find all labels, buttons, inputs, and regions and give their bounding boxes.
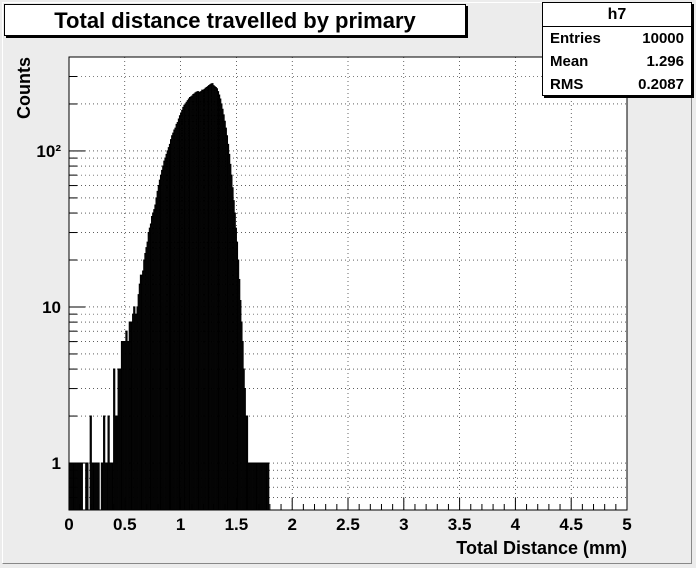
stats-histogram-name: h7 bbox=[543, 3, 691, 27]
y-tick-label: 1 bbox=[52, 454, 61, 473]
title-box: Total distance travelled by primary bbox=[4, 4, 466, 36]
stats-value: 1.296 bbox=[646, 53, 684, 70]
x-axis-label: Total Distance (mm) bbox=[456, 538, 627, 558]
stats-row-mean: Mean 1.296 bbox=[543, 50, 691, 73]
x-tick-label: 4 bbox=[511, 515, 521, 534]
x-tick-label: 2 bbox=[287, 515, 296, 534]
stats-value: 10000 bbox=[642, 30, 684, 47]
x-tick-label: 1.5 bbox=[225, 515, 249, 534]
chart-title: Total distance travelled by primary bbox=[54, 8, 416, 33]
stats-row-rms: RMS 0.2087 bbox=[543, 73, 691, 96]
stats-row-entries: Entries 10000 bbox=[543, 27, 691, 50]
x-tick-label: 3.5 bbox=[448, 515, 472, 534]
stats-box: h7 Entries 10000 Mean 1.296 RMS 0.2087 bbox=[542, 2, 692, 96]
stats-label: Entries bbox=[550, 30, 601, 47]
x-tick-label: 4.5 bbox=[559, 515, 583, 534]
stats-label: Mean bbox=[550, 53, 589, 70]
x-tick-label: 0 bbox=[64, 515, 73, 534]
stats-label: RMS bbox=[550, 76, 584, 93]
x-tick-label: 2.5 bbox=[336, 515, 360, 534]
x-tick-label: 5 bbox=[622, 515, 631, 534]
y-tick-label: 10² bbox=[36, 142, 61, 161]
y-tick-label: 10 bbox=[42, 298, 61, 317]
stats-value: 0.2087 bbox=[638, 76, 684, 93]
x-tick-label: 3 bbox=[399, 515, 408, 534]
x-tick-label: 0.5 bbox=[113, 515, 137, 534]
x-tick-label: 1 bbox=[176, 515, 185, 534]
y-axis-label: Counts bbox=[14, 57, 34, 119]
